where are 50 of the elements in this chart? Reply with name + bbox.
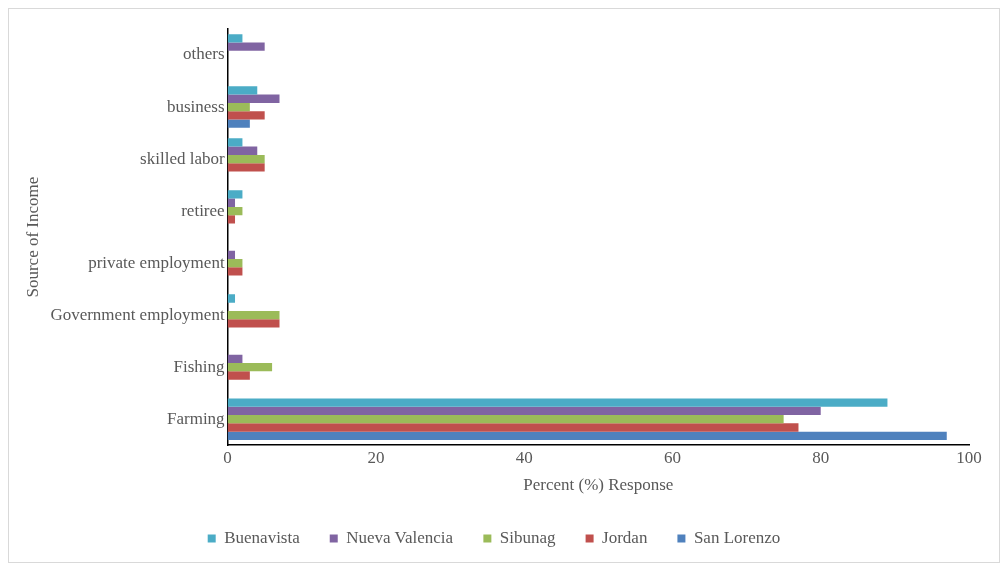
y-tick-label: Fishing	[173, 356, 226, 376]
bar	[227, 310, 280, 320]
bar	[227, 163, 265, 172]
bar	[227, 319, 280, 328]
bar	[227, 86, 258, 95]
legend-label: San Lorenzo	[693, 527, 781, 547]
x-tick-label: 20	[367, 447, 385, 467]
bar	[227, 354, 243, 363]
bar	[227, 146, 258, 155]
bar	[227, 154, 265, 164]
y-axis-title: Source of Income	[22, 176, 42, 298]
legend-label: Sibunag	[499, 527, 557, 547]
bar	[227, 215, 236, 224]
bar	[227, 34, 243, 43]
x-tick-label: 100	[956, 447, 982, 467]
bar	[227, 258, 243, 268]
bar	[227, 423, 799, 432]
x-tick-label: 60	[663, 447, 681, 467]
bar	[227, 94, 280, 103]
bar	[227, 42, 265, 51]
x-axis-title: Percent (%) Response	[523, 475, 674, 495]
y-tick-label: business	[166, 96, 225, 116]
bar	[227, 294, 236, 303]
bar	[227, 415, 784, 424]
y-tick-label: private employment	[88, 252, 225, 272]
x-tick-label: 80	[812, 447, 830, 467]
bar	[227, 102, 250, 112]
bar	[227, 206, 243, 216]
legend-label: Nueva Valencia	[346, 527, 454, 547]
legend-label: Jordan	[602, 527, 648, 547]
y-tick-label: retiree	[181, 200, 225, 220]
bar	[227, 398, 888, 407]
y-tick-label: skilled labor	[140, 148, 225, 168]
x-tick-label: 0	[223, 447, 232, 467]
bar	[227, 363, 273, 372]
bar	[227, 250, 236, 259]
bar	[227, 119, 250, 128]
bar	[227, 198, 236, 207]
bar	[227, 138, 243, 147]
bar	[227, 190, 243, 199]
bar	[227, 111, 265, 120]
bar	[227, 371, 250, 380]
y-tick-label: others	[183, 44, 225, 64]
x-tick-label: 40	[515, 447, 533, 467]
bar	[227, 431, 947, 440]
legend-label: Buenavista	[224, 527, 301, 547]
bar	[227, 267, 243, 276]
bar	[227, 406, 821, 416]
y-tick-label: Farming	[167, 408, 226, 428]
y-tick-label: Government employment	[50, 304, 225, 324]
